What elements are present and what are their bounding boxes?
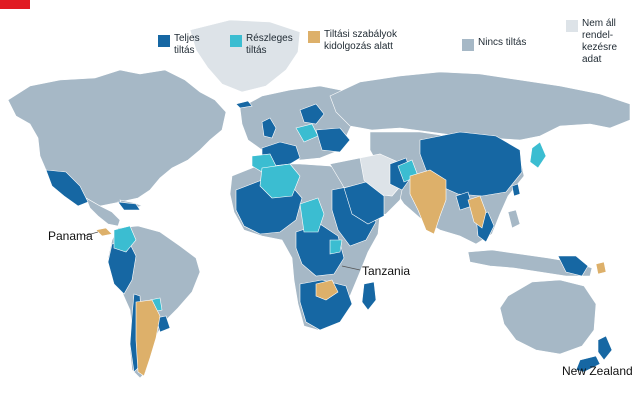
region-iceland [235,100,253,109]
region-uk [261,117,277,139]
region-pacific-islands [595,261,607,275]
region-greenland [189,19,301,93]
legend-swatch-partial-ban [230,35,242,47]
region-north-america [7,69,227,207]
region-australia [499,279,597,355]
region-zambia [315,279,339,301]
region-russia [329,71,631,141]
region-new-zealand-north [597,335,613,361]
land-in-progress [95,169,607,377]
accent-bar [0,0,30,9]
callout-panama-label: Panama [48,229,93,243]
legend-label-no-ban: Nincs tiltás [478,37,527,48]
region-central-america [85,197,121,227]
legend-swatch-no-ban [462,39,474,51]
legend-item-no-data: Nem áll rendel- kezésre adat [566,18,617,66]
region-scandinavia-part [295,123,319,143]
region-baltic [299,103,325,125]
callout-new-zealand: New Zealand [562,364,633,378]
region-central-africa [295,223,345,277]
legend-item-full-ban: Teljes tiltás [158,33,200,57]
region-indonesia [467,249,593,277]
region-india [409,169,447,235]
region-nigeria-chad [299,197,325,233]
region-mexico [45,169,89,207]
region-taiwan [511,183,521,197]
legend-swatch-full-ban [158,35,170,47]
region-myanmar-laos [467,195,487,229]
legend-item-in-progress: Tiltási szabályok kidolgozás alatt [308,29,397,53]
region-ethiopia-part [329,239,343,255]
region-panama [95,227,113,237]
callout-panama: Panama [48,229,99,243]
region-argentina [135,299,161,377]
legend-item-no-ban: Nincs tiltás [462,37,526,51]
legend-swatch-in-progress [308,31,320,43]
callout-tanzania-label: Tanzania [362,264,410,278]
callout-tanzania: Tanzania [341,264,410,278]
region-arabia [343,181,385,225]
region-east-europe [315,127,351,153]
legend-label-full-ban: Teljes tiltás [174,33,200,56]
region-japan [529,141,547,169]
callout-new-zealand-label: New Zealand [562,364,633,378]
legend-item-partial-ban: Részleges tiltás [230,33,293,57]
region-ecuador-venezuela [113,225,137,253]
legend-label-no-data: Nem áll rendel- kezésre adat [582,18,618,65]
legend-swatch-no-data [566,20,578,32]
region-philippines [507,209,521,229]
region-cuba-haiti [117,201,141,211]
region-algeria [259,163,301,199]
legend: Teljes tiltás Részleges tiltás Tiltási s… [0,18,640,78]
region-new-zealand-south [575,355,601,373]
legend-label-in-progress: Tiltási szabályok kidolgozás alatt [324,29,397,52]
legend-label-partial-ban: Részleges tiltás [246,33,293,56]
land-full-ban [45,100,613,373]
region-png [557,255,589,277]
region-madagascar [361,281,377,311]
